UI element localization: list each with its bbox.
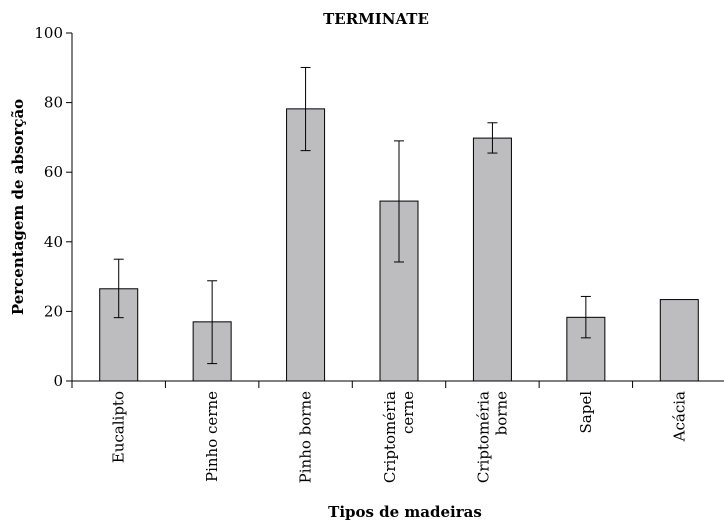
error-bars xyxy=(113,66,591,365)
y-axis: 0 20 40 60 80 100 xyxy=(34,24,73,390)
x-tick-label: Acácia xyxy=(670,391,688,442)
bar xyxy=(472,137,512,382)
y-tick-label: 20 xyxy=(44,302,63,320)
x-tick-labels: Eucalipto Pinho cerne Pinho borne Criptomér… xyxy=(110,391,689,484)
x-tick-label: Pinho borne xyxy=(297,391,315,483)
x-tick-label: Eucalipto xyxy=(110,391,128,463)
bar xyxy=(286,108,326,382)
y-axis-label: Percentagem de absorção xyxy=(9,99,27,315)
y-tick-label: 100 xyxy=(34,24,63,42)
y-tick-label: 80 xyxy=(44,94,63,112)
y-tick-label: 0 xyxy=(53,372,63,390)
x-tick-label: Pinho cerne xyxy=(203,391,221,482)
y-tick-label: 60 xyxy=(44,163,63,181)
x-axis xyxy=(71,380,724,388)
chart-title: TERMINATE xyxy=(323,10,429,28)
x-axis-label: Tipos de madeiras xyxy=(328,503,482,521)
y-tick-label: 40 xyxy=(44,233,63,251)
x-tick-label: Criptoméria xyxy=(381,391,399,483)
x-tick-label: cerne xyxy=(399,391,417,434)
x-tick-label: borne xyxy=(492,391,510,435)
bar xyxy=(659,299,699,382)
x-tick-label: Sapel xyxy=(577,391,595,434)
x-tick-label: Criptoméria xyxy=(474,391,492,483)
